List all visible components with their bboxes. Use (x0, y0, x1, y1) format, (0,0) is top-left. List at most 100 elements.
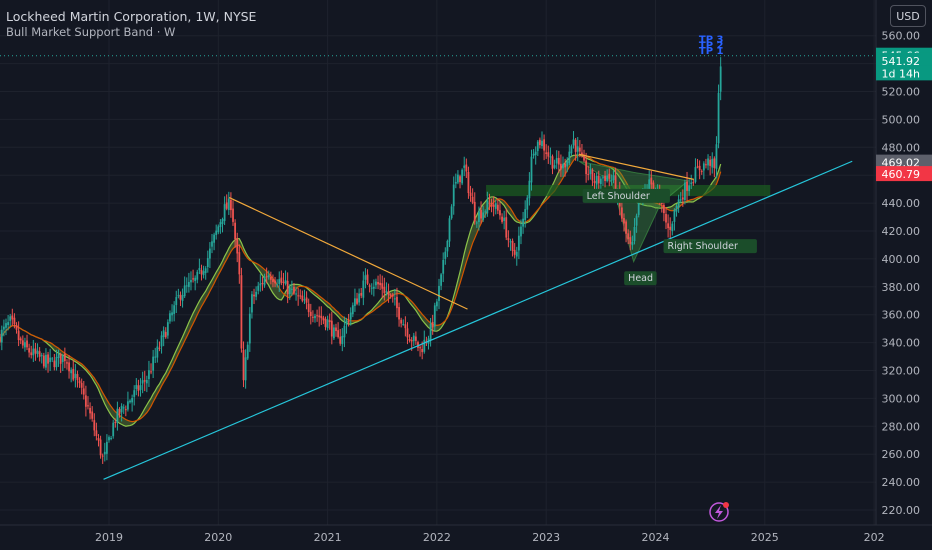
candle-body (122, 407, 125, 409)
candle-body (185, 285, 188, 287)
candle-body (612, 175, 615, 181)
candle-body (553, 165, 556, 168)
candle (0, 325, 3, 351)
candle-body (78, 380, 81, 384)
candle-body (581, 152, 583, 155)
candle (32, 339, 35, 363)
candle-body (692, 182, 695, 184)
candle-body (528, 180, 531, 199)
candle (606, 169, 609, 183)
x-tick-label-partial: 202 (864, 531, 885, 544)
candle-body (200, 270, 203, 275)
candle-body (614, 175, 617, 195)
candle-body (135, 384, 138, 389)
candle-body (717, 92, 720, 144)
candle-body (288, 287, 291, 295)
candle (358, 288, 361, 306)
candle-body (333, 327, 335, 339)
candle (532, 149, 535, 159)
candle-body (337, 330, 340, 338)
candle (679, 192, 682, 203)
candle-body (335, 327, 337, 332)
candle-body (160, 335, 163, 347)
candle-body (534, 151, 537, 155)
y-tick-label: 400.00 (882, 253, 921, 266)
candle (137, 379, 140, 397)
candle (276, 279, 279, 288)
candle (534, 146, 537, 165)
candle (675, 204, 678, 217)
candle-body (234, 222, 237, 240)
candle (568, 144, 571, 166)
candle (431, 314, 434, 335)
candle-body (681, 197, 684, 200)
candle (604, 170, 606, 188)
price-axis (876, 0, 932, 550)
candle-body (400, 319, 403, 324)
indicator-legend[interactable]: Bull Market Support Band · W (6, 25, 176, 39)
candle (356, 292, 358, 306)
candle-body (141, 380, 144, 384)
candle-body (583, 155, 585, 161)
candle (684, 179, 686, 205)
candle (335, 323, 337, 337)
symbol-title[interactable]: Lockheed Martin Corporation, 1W, NYSE (6, 9, 257, 24)
candle-body (196, 271, 199, 280)
candle-body (671, 223, 674, 232)
candle (692, 178, 695, 186)
candle-body (377, 281, 379, 285)
candle-body (438, 285, 440, 301)
candle (391, 292, 394, 303)
candle (663, 200, 665, 222)
candle-body (84, 395, 87, 407)
candle-body (156, 346, 159, 358)
candle-body (549, 156, 552, 158)
candle-body (419, 347, 421, 349)
candle (150, 363, 152, 375)
candle-body (564, 163, 567, 168)
candle-body (272, 279, 274, 283)
candle (322, 315, 325, 325)
pattern-label-bg (624, 271, 657, 286)
currency-button[interactable]: USD (890, 5, 926, 27)
candle-body (223, 204, 226, 221)
candle (719, 57, 722, 101)
candle (545, 144, 548, 159)
candle-body (158, 347, 161, 349)
candle (494, 199, 497, 215)
candle (82, 380, 85, 400)
candle (55, 349, 58, 371)
candle (177, 288, 180, 299)
candle (524, 200, 527, 228)
candle (517, 226, 520, 260)
candle-body (627, 233, 630, 240)
candle-body (137, 385, 140, 391)
candle (480, 201, 482, 224)
candle-body (568, 151, 571, 164)
candle-body (463, 165, 466, 168)
candle-body (110, 438, 113, 440)
candle (80, 378, 83, 395)
candle-body (402, 324, 405, 326)
candle (686, 171, 688, 201)
candle (452, 176, 455, 215)
candle-body (448, 218, 451, 242)
candle (467, 166, 470, 199)
candle-body (9, 316, 12, 321)
candle-body (354, 298, 356, 306)
candle-body (11, 315, 14, 320)
candle (265, 267, 268, 284)
candle-body (257, 285, 260, 291)
candle (169, 310, 171, 324)
price-badge-bg (876, 166, 932, 182)
candle-body (61, 355, 64, 363)
candle (45, 348, 47, 371)
candle (515, 246, 518, 266)
candle-body (276, 284, 279, 286)
candle (505, 208, 508, 241)
candles (0, 57, 722, 464)
candle (131, 394, 134, 412)
candle (593, 172, 596, 190)
candle-body (349, 312, 352, 320)
